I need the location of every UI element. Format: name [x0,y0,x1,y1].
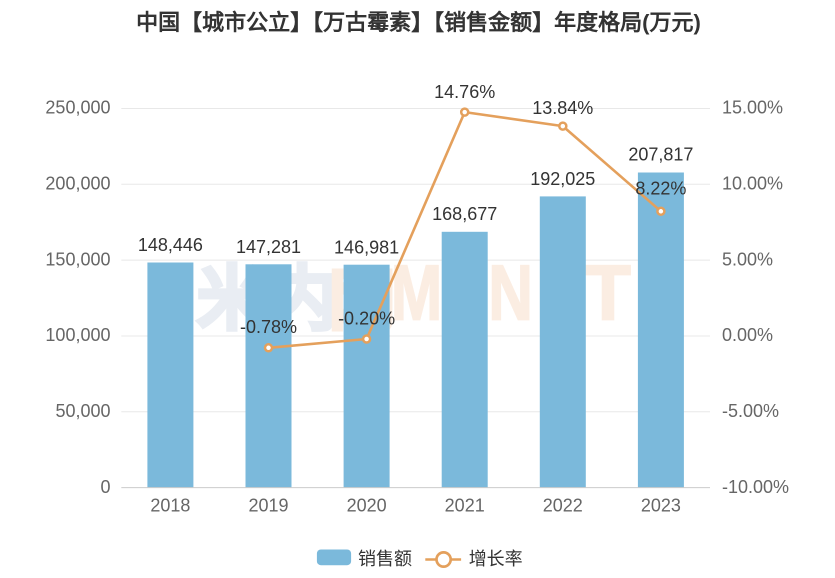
svg-text:2020: 2020 [347,496,387,516]
svg-text:T: T [585,250,631,337]
svg-text:-0.20%: -0.20% [338,308,395,328]
svg-text:10.00%: 10.00% [722,174,783,194]
svg-text:M: M [391,248,442,336]
svg-text:增长率: 增长率 [469,549,523,569]
svg-text:2022: 2022 [543,496,583,516]
svg-text:2018: 2018 [150,496,190,516]
svg-text:0.00%: 0.00% [722,325,773,345]
svg-text:2023: 2023 [641,496,681,516]
svg-text:250,000: 250,000 [45,98,110,118]
svg-text:207,817: 207,817 [628,145,693,165]
svg-text:14.76%: 14.76% [434,82,495,102]
svg-text:-10.00%: -10.00% [722,477,789,497]
svg-text:100,000: 100,000 [45,325,110,345]
svg-text:8.22%: 8.22% [635,179,686,199]
svg-text:销售额: 销售额 [358,549,412,569]
svg-text:148,446: 148,446 [138,235,203,255]
svg-text:192,025: 192,025 [530,169,595,189]
svg-text:中国【城市公立】【万古霉素】【销售金额】年度格局(万元): 中国【城市公立】【万古霉素】【销售金额】年度格局(万元) [136,10,701,35]
svg-text:150,000: 150,000 [45,249,110,269]
svg-text:2021: 2021 [445,496,485,516]
svg-text:50,000: 50,000 [55,401,110,421]
svg-text:168,677: 168,677 [432,204,497,224]
svg-text:147,281: 147,281 [236,237,301,257]
svg-text:N: N [488,248,532,336]
svg-text:2019: 2019 [248,496,288,516]
svg-text:200,000: 200,000 [45,174,110,194]
svg-text:146,981: 146,981 [334,238,399,258]
svg-text:-5.00%: -5.00% [722,401,779,421]
svg-text:0: 0 [100,477,110,497]
svg-text:15.00%: 15.00% [722,98,783,118]
svg-text:-0.78%: -0.78% [240,317,297,337]
svg-text:5.00%: 5.00% [722,249,773,269]
svg-text:13.84%: 13.84% [532,98,593,118]
